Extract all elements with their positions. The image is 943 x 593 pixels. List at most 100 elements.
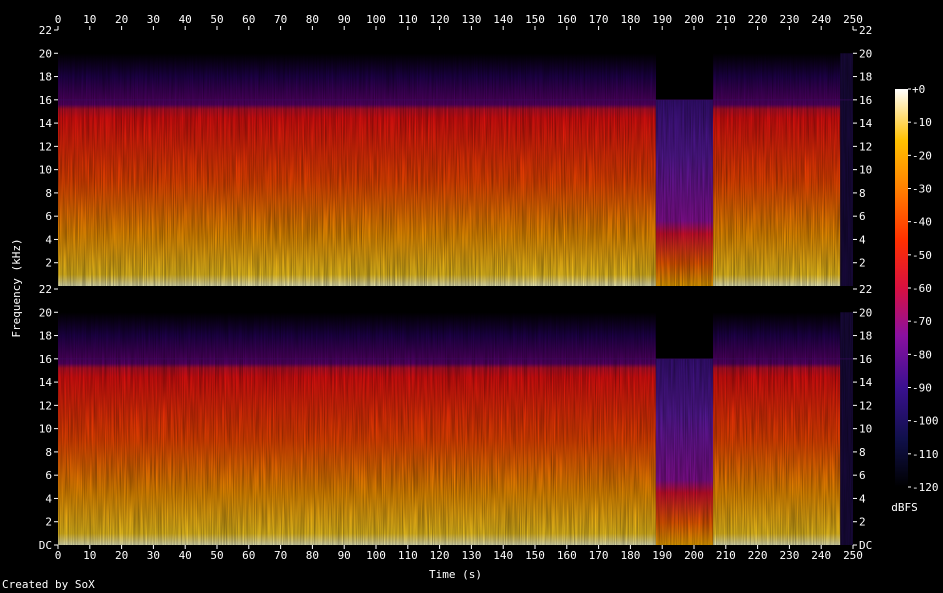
x-tick-label-bottom: 190 <box>652 549 672 562</box>
x-tick-label-top: 200 <box>684 13 704 26</box>
x-axis-label: Time (s) <box>429 568 482 581</box>
x-tick-label-top: 130 <box>461 13 481 26</box>
x-tick-label-top: 120 <box>430 13 450 26</box>
colorbar-tick-label: -20 <box>912 149 932 162</box>
y-tick-label-right: 4 <box>859 492 866 505</box>
x-tick-label-top: 60 <box>242 13 255 26</box>
x-tick-label-bottom: 30 <box>147 549 160 562</box>
x-tick-label-bottom: 140 <box>493 549 513 562</box>
x-tick-label-top: 180 <box>620 13 640 26</box>
x-tick-label-top: 220 <box>748 13 768 26</box>
colorbar-tick-label: -60 <box>912 282 932 295</box>
colorbar-tick-label: -90 <box>912 382 932 395</box>
y-tick-label-left: 6 <box>45 210 52 223</box>
y-tick-label-right: 14 <box>859 376 873 389</box>
x-tick-label-top: 50 <box>210 13 223 26</box>
colorbar-tick-label: -80 <box>912 348 932 361</box>
y-tick-label-left: 10 <box>39 423 52 436</box>
x-tick-label-top: 140 <box>493 13 513 26</box>
x-tick-label-bottom: 10 <box>83 549 96 562</box>
x-tick-label-top: 190 <box>652 13 672 26</box>
x-tick-label-bottom: 120 <box>430 549 450 562</box>
y-tick-label-left: 16 <box>39 353 52 366</box>
y-tick-label-left: 22 <box>39 24 52 37</box>
y-tick-label-left: 12 <box>39 140 52 153</box>
y-tick-label-right: 18 <box>859 71 872 84</box>
x-tick-label-bottom: 20 <box>115 549 128 562</box>
y-tick-label-right: 2 <box>859 257 866 270</box>
y-tick-label-right: 20 <box>859 306 872 319</box>
x-tick-label-top: 110 <box>398 13 418 26</box>
y-tick-label-left: 14 <box>39 117 53 130</box>
x-tick-label-bottom: 100 <box>366 549 386 562</box>
y-tick-label-left: 18 <box>39 71 52 84</box>
x-tick-label-top: 70 <box>274 13 287 26</box>
x-tick-label-top: 100 <box>366 13 386 26</box>
y-tick-label-left: 8 <box>45 446 52 459</box>
y-tick-label-right: 6 <box>859 469 866 482</box>
x-tick-label-top: 230 <box>779 13 799 26</box>
x-tick-label-bottom: 150 <box>525 549 545 562</box>
y-tick-label-right: 12 <box>859 399 872 412</box>
x-tick-label-bottom: 90 <box>338 549 351 562</box>
x-tick-label-bottom: 210 <box>716 549 736 562</box>
y-tick-label-left: 12 <box>39 399 52 412</box>
y-tick-label-left: 20 <box>39 47 52 60</box>
y-axis-label: Frequency (kHz) <box>10 238 23 337</box>
x-tick-label-top: 240 <box>811 13 831 26</box>
x-tick-label-top: 20 <box>115 13 128 26</box>
x-tick-label-top: 150 <box>525 13 545 26</box>
x-tick-label-bottom: 180 <box>620 549 640 562</box>
x-tick-label-bottom: 0 <box>55 549 62 562</box>
y-tick-label-right: 16 <box>859 94 872 107</box>
y-tick-label-left: 22 <box>39 283 52 296</box>
colorbar-tick-label: -70 <box>912 315 932 328</box>
channel-panels <box>58 30 853 545</box>
colorbar-tick-label: -110 <box>912 448 939 461</box>
sox-credit: Created by SoX <box>2 578 95 591</box>
colorbar-tick-label: -30 <box>912 183 932 196</box>
colorbar-scale <box>895 89 908 487</box>
x-tick-label-bottom: 80 <box>306 549 319 562</box>
y-tick-label-right: 2 <box>859 516 866 529</box>
x-tick-label-top: 90 <box>338 13 351 26</box>
colorbar-label: dBFS <box>891 501 918 514</box>
y-tick-label-right: 20 <box>859 47 872 60</box>
x-tick-label-bottom: 220 <box>748 549 768 562</box>
y-tick-label-left: 8 <box>45 187 52 200</box>
x-tick-label-bottom: 40 <box>179 549 192 562</box>
x-tick-label-top: 210 <box>716 13 736 26</box>
y-tick-label-left: 2 <box>45 516 52 529</box>
x-tick-label-top: 250 <box>843 13 863 26</box>
colorbar-tick-label: -50 <box>912 249 932 262</box>
x-tick-label-top: 170 <box>589 13 609 26</box>
y-tick-label-left: 18 <box>39 330 52 343</box>
colorbar-tick-label: -10 <box>912 116 932 129</box>
x-tick-label-top: 40 <box>179 13 192 26</box>
channel-2-panel <box>58 289 853 545</box>
y-tick-label-right: 10 <box>859 164 872 177</box>
spectrum-texture <box>58 289 853 545</box>
y-tick-label-left: 14 <box>39 376 53 389</box>
x-tick-label-bottom: 240 <box>811 549 831 562</box>
colorbar: +0 -10 -20 -30 -40 -50 -60 -70 -80 -90 -100 -110 -12… <box>891 83 938 514</box>
x-tick-label-bottom: 250 <box>843 549 863 562</box>
y-tick-label-left: 10 <box>39 164 52 177</box>
y-tick-label-left: 4 <box>45 492 52 505</box>
spectrum-texture <box>58 30 853 286</box>
y-tick-label-right: 6 <box>859 210 866 223</box>
x-tick-label-bottom: 60 <box>242 549 255 562</box>
y-tick-label-right: 18 <box>859 330 872 343</box>
y-tick-label-left: 4 <box>45 233 52 246</box>
y-tick-label-right: 22 <box>859 24 872 37</box>
x-tick-label-bottom: 160 <box>557 549 577 562</box>
x-tick-label-bottom: 200 <box>684 549 704 562</box>
x-tick-label-bottom: 70 <box>274 549 287 562</box>
x-tick-label-top: 10 <box>83 13 96 26</box>
x-tick-label-top: 160 <box>557 13 577 26</box>
x-tick-label-bottom: 130 <box>461 549 481 562</box>
colorbar-tick-label: -100 <box>912 415 939 428</box>
x-tick-label-top: 80 <box>306 13 319 26</box>
y-tick-label-right: 8 <box>859 187 866 200</box>
